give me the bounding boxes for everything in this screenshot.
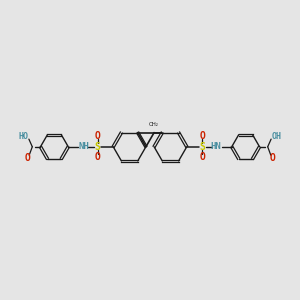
- Text: O: O: [200, 152, 205, 162]
- Text: HO: HO: [18, 132, 28, 141]
- Text: S: S: [200, 142, 205, 152]
- Text: O: O: [25, 153, 30, 163]
- Text: HN: HN: [211, 142, 222, 151]
- Text: O: O: [95, 152, 100, 162]
- Text: CH₂: CH₂: [149, 122, 159, 127]
- Text: NH: NH: [78, 142, 89, 151]
- Text: OH: OH: [272, 132, 282, 141]
- Text: S: S: [95, 142, 100, 152]
- Text: O: O: [95, 131, 100, 141]
- Text: O: O: [270, 153, 275, 163]
- Text: O: O: [200, 131, 205, 141]
